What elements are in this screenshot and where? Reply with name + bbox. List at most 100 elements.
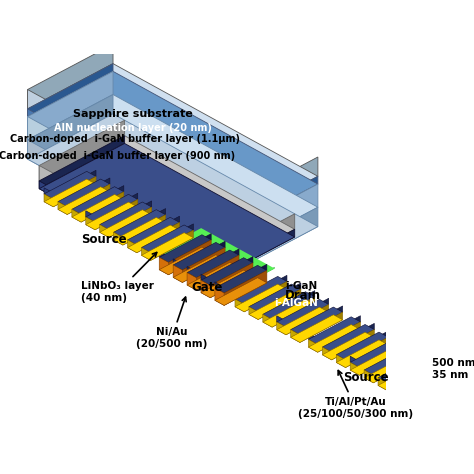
Polygon shape bbox=[151, 230, 193, 260]
Polygon shape bbox=[58, 187, 110, 214]
Polygon shape bbox=[39, 165, 210, 274]
Polygon shape bbox=[322, 324, 374, 352]
Polygon shape bbox=[336, 340, 388, 367]
Polygon shape bbox=[249, 284, 301, 312]
Polygon shape bbox=[346, 337, 388, 367]
Polygon shape bbox=[232, 267, 274, 291]
Text: Carbon-doped  i-GaN buffer layer (1.1μm): Carbon-doped i-GaN buffer layer (1.1μm) bbox=[10, 134, 240, 144]
Polygon shape bbox=[39, 144, 295, 282]
Polygon shape bbox=[300, 312, 343, 342]
Polygon shape bbox=[128, 240, 137, 253]
Polygon shape bbox=[141, 233, 193, 260]
Polygon shape bbox=[286, 298, 329, 327]
Text: Source: Source bbox=[343, 371, 389, 384]
Polygon shape bbox=[39, 136, 125, 189]
Polygon shape bbox=[53, 170, 96, 199]
Polygon shape bbox=[27, 94, 113, 159]
Polygon shape bbox=[81, 192, 124, 222]
Polygon shape bbox=[58, 195, 67, 207]
Polygon shape bbox=[272, 291, 315, 319]
Polygon shape bbox=[401, 368, 444, 398]
Polygon shape bbox=[201, 258, 253, 285]
Polygon shape bbox=[249, 292, 301, 319]
Polygon shape bbox=[286, 304, 329, 335]
Polygon shape bbox=[322, 347, 332, 360]
Polygon shape bbox=[137, 222, 180, 253]
Polygon shape bbox=[263, 292, 315, 319]
Polygon shape bbox=[350, 356, 359, 367]
Polygon shape bbox=[210, 214, 295, 274]
Polygon shape bbox=[187, 266, 196, 278]
Polygon shape bbox=[151, 224, 193, 253]
Polygon shape bbox=[27, 114, 318, 272]
Polygon shape bbox=[350, 362, 359, 375]
Polygon shape bbox=[100, 219, 109, 230]
Polygon shape bbox=[309, 339, 318, 352]
Polygon shape bbox=[128, 234, 137, 245]
Polygon shape bbox=[114, 226, 123, 237]
Polygon shape bbox=[364, 370, 374, 383]
Polygon shape bbox=[336, 332, 388, 360]
Polygon shape bbox=[128, 217, 180, 245]
Polygon shape bbox=[235, 299, 244, 312]
Polygon shape bbox=[27, 90, 232, 221]
Text: Source: Source bbox=[81, 233, 127, 246]
Polygon shape bbox=[109, 207, 152, 237]
Polygon shape bbox=[182, 241, 225, 270]
Polygon shape bbox=[114, 232, 123, 245]
Polygon shape bbox=[232, 157, 318, 221]
Polygon shape bbox=[309, 325, 360, 352]
Polygon shape bbox=[318, 322, 360, 352]
Polygon shape bbox=[173, 259, 182, 270]
Text: Sapphire substrate: Sapphire substrate bbox=[73, 109, 192, 119]
Polygon shape bbox=[159, 251, 168, 263]
Polygon shape bbox=[332, 329, 374, 360]
Polygon shape bbox=[378, 363, 430, 391]
Polygon shape bbox=[27, 64, 113, 117]
Polygon shape bbox=[374, 346, 416, 375]
Text: LiNbO₃ layer
(40 nm): LiNbO₃ layer (40 nm) bbox=[81, 253, 157, 303]
Polygon shape bbox=[374, 353, 416, 383]
Polygon shape bbox=[232, 184, 318, 253]
Polygon shape bbox=[401, 362, 444, 391]
Polygon shape bbox=[258, 283, 301, 312]
Polygon shape bbox=[378, 378, 387, 391]
Polygon shape bbox=[277, 322, 286, 335]
Polygon shape bbox=[350, 340, 402, 367]
Polygon shape bbox=[100, 210, 152, 237]
Polygon shape bbox=[350, 347, 402, 375]
Polygon shape bbox=[27, 109, 232, 229]
Polygon shape bbox=[44, 188, 53, 199]
Text: i-GaN: i-GaN bbox=[285, 281, 318, 291]
Polygon shape bbox=[232, 207, 318, 272]
Polygon shape bbox=[244, 282, 287, 312]
Polygon shape bbox=[86, 202, 138, 230]
Polygon shape bbox=[114, 210, 165, 237]
Polygon shape bbox=[27, 44, 113, 109]
Polygon shape bbox=[86, 211, 95, 222]
Polygon shape bbox=[114, 218, 165, 245]
Polygon shape bbox=[249, 301, 258, 312]
Polygon shape bbox=[159, 235, 211, 263]
Polygon shape bbox=[359, 338, 402, 367]
Polygon shape bbox=[210, 263, 253, 298]
Text: 500 nm: 500 nm bbox=[432, 358, 474, 368]
Polygon shape bbox=[72, 187, 124, 214]
Polygon shape bbox=[86, 194, 138, 222]
Polygon shape bbox=[39, 181, 210, 282]
Polygon shape bbox=[39, 120, 125, 181]
Polygon shape bbox=[187, 263, 239, 290]
Polygon shape bbox=[378, 372, 387, 383]
Polygon shape bbox=[159, 257, 168, 275]
Polygon shape bbox=[58, 201, 67, 214]
Polygon shape bbox=[392, 371, 444, 398]
Polygon shape bbox=[258, 289, 301, 319]
Polygon shape bbox=[173, 265, 182, 283]
Polygon shape bbox=[27, 72, 113, 140]
Polygon shape bbox=[291, 307, 343, 335]
Polygon shape bbox=[364, 364, 374, 375]
Polygon shape bbox=[95, 193, 138, 222]
Polygon shape bbox=[141, 225, 193, 253]
Polygon shape bbox=[364, 355, 416, 383]
Polygon shape bbox=[300, 306, 343, 335]
